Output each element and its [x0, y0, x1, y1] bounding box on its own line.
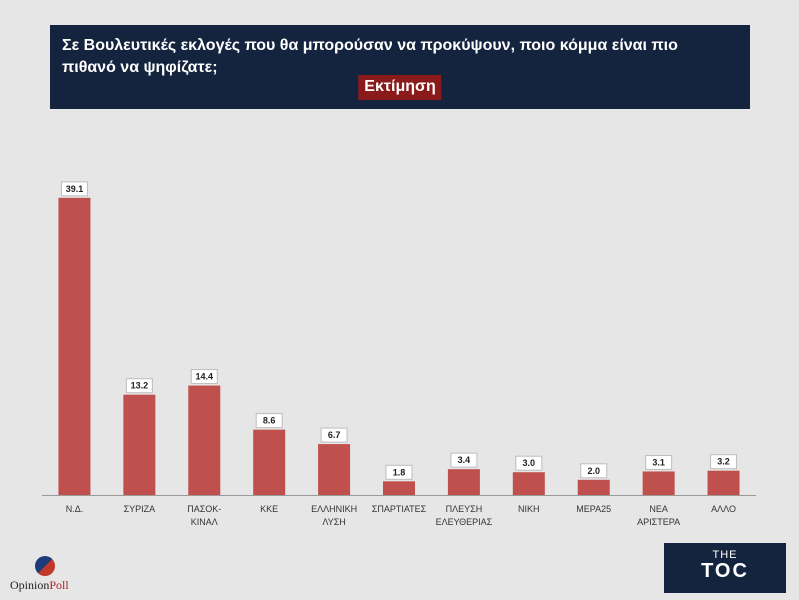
- data-label: 3.4: [458, 455, 471, 465]
- category-label: Ν.Δ.: [66, 504, 84, 514]
- data-label: 13.2: [131, 381, 149, 391]
- opinionpoll-text-a: Opinion: [10, 578, 50, 592]
- chart-title: Σε Βουλευτικές εκλογές που θα μπορούσαν …: [62, 37, 678, 76]
- category-label: ΜΕΡΑ25: [576, 504, 611, 514]
- data-label: 3.2: [717, 457, 730, 467]
- thetoc-toc: TOC: [701, 560, 749, 582]
- bar: [123, 394, 156, 495]
- opinionpoll-text-b: Poll: [49, 578, 69, 592]
- estimate-badge: Εκτίμηση: [358, 75, 442, 100]
- category-label: ΕΛΛΗΝΙΚΗ: [311, 504, 357, 514]
- data-label-box: [515, 455, 543, 471]
- category-label: ΝΙΚΗ: [518, 504, 540, 514]
- data-label-box: [60, 181, 88, 197]
- category-label: ΛΥΣΗ: [322, 517, 345, 527]
- category-label: ΠΑΣΟΚ-: [187, 504, 221, 514]
- data-label: 8.6: [263, 416, 276, 426]
- thetoc-the: THE: [712, 549, 738, 561]
- category-label: ΝΕΑ: [649, 504, 668, 514]
- chart-title-panel: Σε Βουλευτικές εκλογές που θα μπορούσαν …: [50, 25, 750, 109]
- opinionpoll-logo: OpinionPoll: [10, 556, 110, 596]
- bar: [253, 429, 286, 495]
- category-label: ΑΛΛΟ: [711, 504, 736, 514]
- data-label: 14.4: [196, 372, 214, 382]
- bar: [707, 470, 740, 495]
- data-label-box: [125, 378, 153, 394]
- bar: [512, 472, 545, 495]
- data-label: 6.7: [328, 430, 341, 440]
- data-label-box: [580, 463, 608, 479]
- data-label-box: [710, 454, 738, 470]
- bar: [383, 481, 415, 495]
- data-label: 3.0: [523, 458, 536, 468]
- bar: [447, 469, 480, 495]
- data-label: 3.1: [652, 457, 665, 467]
- thetoc-logo: THE TOC: [664, 543, 786, 593]
- data-label-box: [645, 454, 673, 470]
- data-label: 1.8: [393, 467, 406, 477]
- category-label: ΣΥΡΙΖΑ: [124, 504, 156, 514]
- data-label: 2.0: [587, 466, 600, 476]
- bar: [577, 479, 610, 495]
- data-label-box: [190, 369, 218, 385]
- bar-chart: 39.1 Ν.Δ. 13.2 ΣΥΡΙΖΑ 14.4 ΠΑΣΟΚ- ΚΙΝΑΛ 8.6 ΚΚΕ 6…: [42, 181, 756, 527]
- data-label-box: [450, 452, 478, 468]
- data-label-box: [385, 464, 413, 480]
- bar: [318, 444, 351, 495]
- data-label: 39.1: [66, 184, 84, 194]
- opinionpoll-circle-icon: [35, 556, 55, 576]
- category-label: ΕΛΕΥΘΕΡΙΑΣ: [436, 517, 493, 527]
- category-label: ΣΠΑΡΤΙΑΤΕΣ: [372, 504, 427, 514]
- category-label: ΠΛΕΥΣΗ: [446, 504, 483, 514]
- data-label-box: [255, 413, 283, 429]
- category-label: ΚΚΕ: [260, 504, 278, 514]
- category-label: ΚΙΝΑΛ: [191, 517, 218, 527]
- category-label: ΑΡΙΣΤΕΡΑ: [637, 517, 680, 527]
- bar: [58, 197, 91, 495]
- bar: [188, 385, 221, 495]
- bar: [642, 471, 675, 495]
- data-label-box: [320, 427, 348, 443]
